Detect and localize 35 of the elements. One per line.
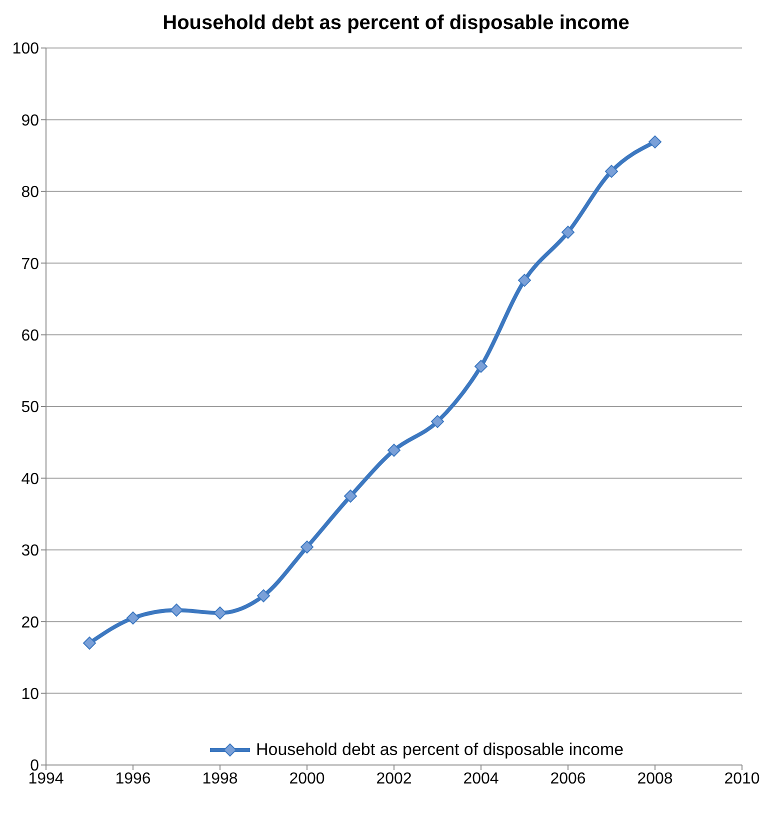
- point: [648, 135, 662, 148]
- x-tick-label: 1998: [202, 770, 238, 788]
- x-tick-label: 2000: [289, 770, 325, 788]
- point: [431, 415, 444, 428]
- x-tick-label: 2004: [463, 770, 499, 788]
- point: [214, 606, 226, 620]
- point: [300, 540, 314, 554]
- x-tick-label: 2006: [550, 770, 586, 788]
- point: [83, 636, 96, 650]
- y-tick-label: 90: [21, 112, 40, 130]
- y-tick-label: 10: [21, 686, 40, 703]
- x-tick-label: 2008: [637, 770, 673, 788]
- x-tick-label: 1996: [115, 770, 151, 788]
- y-tick-label: 60: [21, 327, 40, 344]
- y-tick-label: 100: [12, 40, 40, 58]
- point: [257, 589, 270, 602]
- point: [605, 164, 618, 178]
- y-tick-label: 40: [21, 470, 40, 488]
- point: [126, 612, 140, 625]
- y-tick-label: 70: [21, 256, 40, 273]
- x-tick-label: 2010: [724, 770, 760, 788]
- point: [170, 604, 183, 617]
- x-tick-label: 1994: [28, 770, 64, 788]
- y-tick-label: 50: [21, 399, 40, 416]
- y-tick-label: 20: [21, 614, 40, 632]
- point: [518, 274, 531, 287]
- chart-title: Household debt as percent of disposable income: [162, 11, 630, 36]
- y-tick-label: 80: [21, 184, 40, 202]
- point: [474, 360, 488, 373]
- y-tick-label: 30: [21, 542, 40, 560]
- point: [562, 226, 574, 239]
- legend-label: Household debt as percent of disposable income: [256, 740, 624, 760]
- point: [344, 490, 357, 503]
- x-tick-label: 2002: [376, 770, 412, 788]
- point: [388, 444, 400, 457]
